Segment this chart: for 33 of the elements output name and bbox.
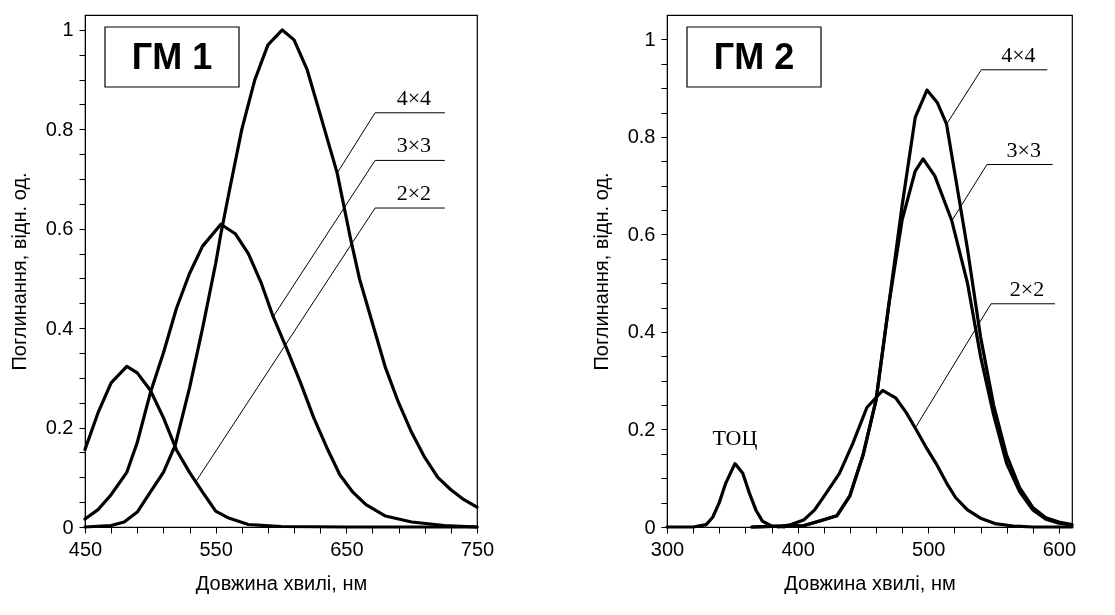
x-tick-label: 750 <box>460 537 495 560</box>
annotation: 3×3 <box>1006 136 1042 162</box>
x-tick-label: 550 <box>199 537 233 560</box>
x-axis-title: Довжина хвилі, нм <box>195 571 368 594</box>
text: ГМ 2 <box>713 36 795 77</box>
x-tick-label: 450 <box>68 537 103 560</box>
y-tick-label: 0.2 <box>45 416 74 439</box>
y-tick-label: 0.6 <box>45 217 74 240</box>
y-axis-title: Поглинання, відн. од. <box>7 172 30 371</box>
annotation: 2×2 <box>396 180 432 206</box>
y-tick-label: 0.2 <box>627 417 656 440</box>
y-axis-title: Поглинання, відн. од. <box>589 172 612 371</box>
annotation: 3×3 <box>396 132 432 158</box>
series-label: ТОЦ <box>712 424 758 450</box>
x-tick-label: 300 <box>650 537 685 560</box>
y-tick-label: 0.4 <box>45 316 74 339</box>
y-tick-label: 0.8 <box>45 117 74 140</box>
y-tick-label: 0.4 <box>627 320 656 343</box>
x-tick-label: 650 <box>330 537 364 560</box>
x-axis-title: Довжина хвилі, нм <box>784 571 956 594</box>
annotation: 4×4 <box>1001 41 1036 67</box>
annotation: 2×2 <box>1009 275 1045 301</box>
y-tick-label: 0.6 <box>627 222 656 245</box>
text: ГМ 1 <box>131 36 213 77</box>
y-tick-label: 1 <box>62 18 74 41</box>
y-tick-label: 1 <box>644 27 656 50</box>
y-tick-label: 0 <box>62 515 74 538</box>
x-tick-label: 500 <box>912 537 946 560</box>
x-tick-label: 400 <box>781 537 815 560</box>
x-tick-label: 600 <box>1042 537 1077 560</box>
y-tick-label: 0 <box>644 515 656 538</box>
y-tick-label: 0.8 <box>627 125 656 148</box>
annotation: 4×4 <box>396 84 432 110</box>
